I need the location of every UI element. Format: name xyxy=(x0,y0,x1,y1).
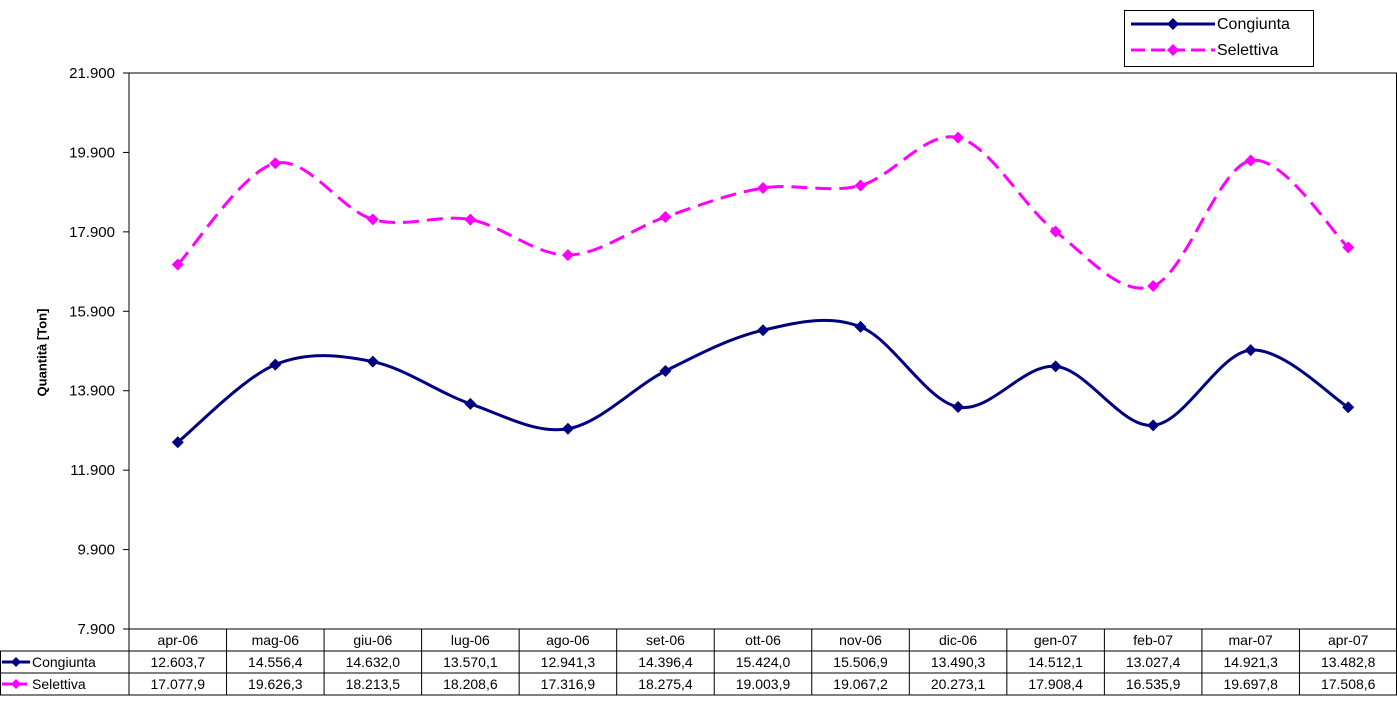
table-cell: 18.208,6 xyxy=(443,676,498,692)
data-point-selettiva xyxy=(366,213,379,226)
data-point-selettiva xyxy=(1049,225,1062,238)
data-point-selettiva xyxy=(561,249,574,262)
x-tick-label: lug-06 xyxy=(451,632,490,648)
x-tick-label: dic-06 xyxy=(939,632,977,648)
table-cell: 16.535,9 xyxy=(1126,676,1181,692)
table-cell: 13.570,1 xyxy=(443,654,498,670)
table-cell: 15.506,9 xyxy=(833,654,888,670)
table-cell: 17.077,9 xyxy=(151,676,206,692)
table-cell: 14.512,1 xyxy=(1028,654,1083,670)
table-cell: 19.003,9 xyxy=(736,676,791,692)
data-point-congiunta xyxy=(952,400,965,413)
data-point-selettiva xyxy=(952,131,965,144)
table-cell: 17.908,4 xyxy=(1028,676,1083,692)
series-line-congiunta xyxy=(176,318,1350,444)
table-cell: 14.396,4 xyxy=(638,654,693,670)
y-tick-label: 9.900 xyxy=(77,542,115,559)
table-cell: 19.697,8 xyxy=(1223,676,1278,692)
data-point-congiunta xyxy=(561,422,574,435)
table-cell: 14.921,3 xyxy=(1223,654,1278,670)
x-tick-label: apr-06 xyxy=(158,632,199,648)
data-point-selettiva xyxy=(1147,280,1160,293)
table-series-marker xyxy=(11,679,21,689)
table-series-name: Selettiva xyxy=(32,676,86,692)
table-cell: 15.424,0 xyxy=(736,654,791,670)
table-series-name: Congiunta xyxy=(32,654,96,670)
data-point-selettiva xyxy=(757,182,769,195)
table-cell: 14.556,4 xyxy=(248,654,303,670)
y-tick-label: 11.900 xyxy=(70,462,115,479)
table-cell: 17.316,9 xyxy=(541,676,596,692)
data-point-congiunta xyxy=(1342,401,1355,414)
x-tick-label: mar-07 xyxy=(1229,632,1274,648)
data-point-congiunta xyxy=(171,436,184,449)
legend-item-selettiva: Selettiva xyxy=(1125,40,1315,64)
table-cell: 18.275,4 xyxy=(638,676,693,692)
data-point-congiunta xyxy=(757,324,769,337)
data-point-congiunta xyxy=(854,320,867,333)
x-tick-label: apr-07 xyxy=(1328,632,1369,648)
data-point-selettiva xyxy=(171,258,184,271)
data-point-congiunta xyxy=(659,365,672,378)
data-point-congiunta xyxy=(366,355,379,368)
data-point-congiunta xyxy=(1147,419,1160,432)
legend-item-congiunta: Congiunta xyxy=(1125,14,1315,38)
data-point-selettiva xyxy=(854,179,867,192)
table-cell: 12.941,3 xyxy=(541,654,596,670)
table-series-marker xyxy=(11,657,21,667)
x-tick-label: mag-06 xyxy=(252,632,300,648)
data-point-congiunta xyxy=(269,358,282,371)
data-point-selettiva xyxy=(1342,241,1355,254)
legend-label-selettiva: Selettiva xyxy=(1217,42,1279,59)
data-point-selettiva xyxy=(464,213,477,226)
series-line-selettiva xyxy=(176,135,1350,290)
data-point-congiunta xyxy=(1049,360,1062,373)
data-point-congiunta xyxy=(464,397,477,410)
table-cell: 14.632,0 xyxy=(346,654,401,670)
data-point-selettiva xyxy=(1244,154,1257,167)
x-tick-label: nov-06 xyxy=(839,632,882,648)
table-cell: 20.273,1 xyxy=(931,676,986,692)
y-tick-label: 13.900 xyxy=(69,383,115,400)
y-tick-label: 7.900 xyxy=(77,621,115,638)
legend: Congiunta Selettiva xyxy=(1124,10,1314,67)
y-tick-label: 17.900 xyxy=(69,224,115,241)
x-tick-label: giu-06 xyxy=(353,632,392,648)
table-cell: 12.603,7 xyxy=(151,654,206,670)
x-tick-label: set-06 xyxy=(646,632,685,648)
table-cell: 13.490,3 xyxy=(931,654,986,670)
y-axis-label: Quantità [Ton] xyxy=(34,308,50,397)
table-cell: 17.508,6 xyxy=(1321,676,1376,692)
table-cell: 18.213,5 xyxy=(346,676,401,692)
table-cell: 19.067,2 xyxy=(833,676,888,692)
table-cell: 13.027,4 xyxy=(1126,654,1181,670)
data-point-selettiva xyxy=(269,157,282,170)
x-tick-label: ago-06 xyxy=(546,632,590,648)
y-tick-label: 15.900 xyxy=(69,303,115,320)
data-point-congiunta xyxy=(1244,344,1257,357)
x-tick-label: gen-07 xyxy=(1034,632,1078,648)
y-tick-label: 21.900 xyxy=(69,65,115,82)
legend-marker-selettiva xyxy=(1131,44,1215,56)
x-tick-label: ott-06 xyxy=(745,632,781,648)
y-tick-label: 19.900 xyxy=(69,144,115,161)
table-cell: 19.626,3 xyxy=(248,676,303,692)
legend-label-congiunta: Congiunta xyxy=(1217,16,1290,33)
table-cell: 13.482,8 xyxy=(1321,654,1376,670)
legend-marker-congiunta xyxy=(1131,18,1215,30)
x-tick-label: feb-07 xyxy=(1133,632,1173,648)
data-point-selettiva xyxy=(659,210,672,223)
